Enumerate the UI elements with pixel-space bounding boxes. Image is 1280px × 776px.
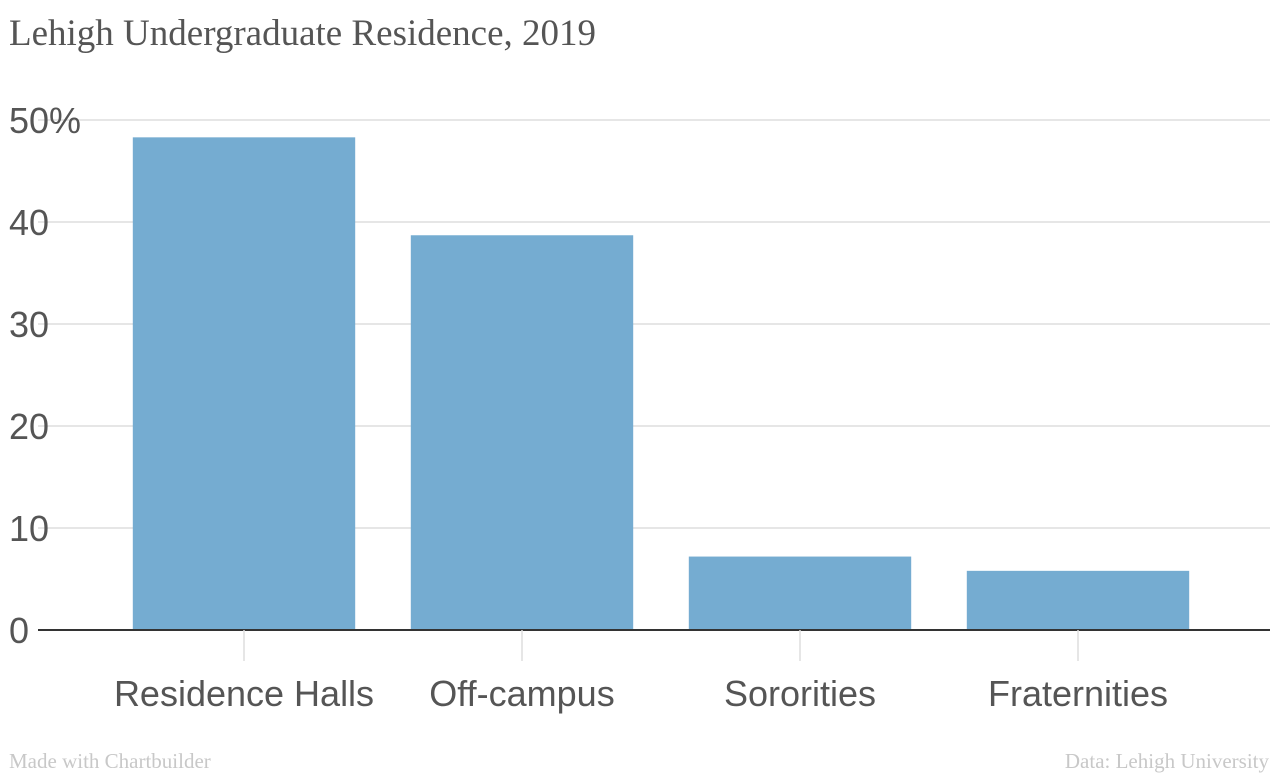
x-tick-label: Fraternities xyxy=(988,673,1168,714)
x-tick-label: Residence Halls xyxy=(114,673,374,714)
y-tick-label: 30 xyxy=(9,304,49,345)
bar-off-campus xyxy=(410,235,634,630)
y-tick-label: 10 xyxy=(9,508,49,549)
y-tick-label: 0 xyxy=(9,610,29,651)
chart-credit: Made with Chartbuilder xyxy=(9,749,211,773)
data-source: Data: Lehigh University xyxy=(1064,749,1269,773)
y-tick-label: 20 xyxy=(9,406,49,447)
chart-title: Lehigh Undergraduate Residence, 2019 xyxy=(9,13,597,54)
bar-fraternities xyxy=(966,570,1190,630)
bars xyxy=(132,137,1190,630)
y-axis-ticks: 0 10 20 30 40 50% xyxy=(9,100,81,651)
y-tick-label: 50% xyxy=(9,100,81,141)
x-axis-ticks: Residence Halls Off-campus Sororities Frate… xyxy=(114,630,1168,714)
bar-residence-halls xyxy=(132,137,356,630)
y-tick-label: 40 xyxy=(9,202,49,243)
x-tick-label: Off-campus xyxy=(429,673,614,714)
bar-sororities xyxy=(688,556,912,630)
x-tick-label: Sororities xyxy=(724,673,876,714)
